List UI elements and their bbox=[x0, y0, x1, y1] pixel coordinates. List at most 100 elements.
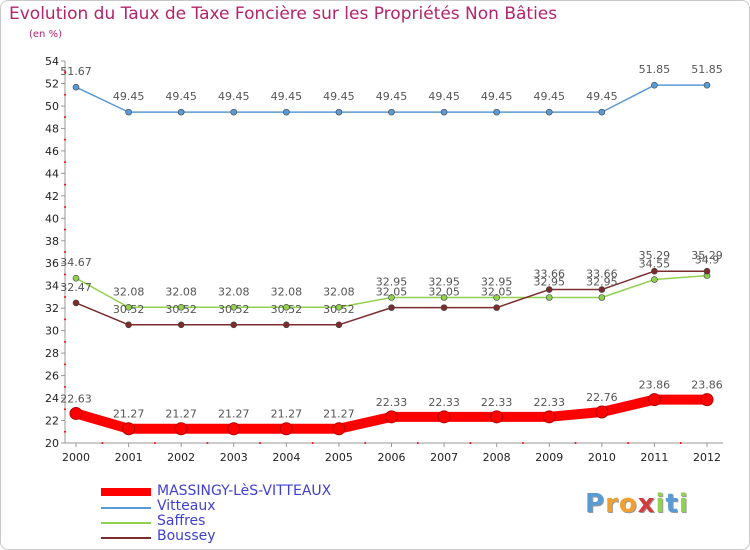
data-point bbox=[72, 83, 80, 91]
data-label: 22.33 bbox=[534, 396, 566, 409]
data-point bbox=[437, 410, 451, 424]
data-label: 35.29 bbox=[639, 249, 671, 262]
logo-letter: t bbox=[665, 489, 679, 519]
data-point bbox=[177, 321, 185, 329]
x-minor-dot bbox=[259, 442, 262, 444]
x-tick-label: 2005 bbox=[325, 451, 353, 464]
y-minor-dot bbox=[64, 206, 66, 209]
data-point bbox=[651, 276, 658, 283]
x-tick-label: 2003 bbox=[220, 451, 248, 464]
y-minor-dot bbox=[64, 318, 66, 321]
data-point bbox=[335, 321, 343, 329]
legend-label-boussey: Boussey bbox=[157, 528, 216, 544]
x-minor-dot bbox=[469, 442, 472, 444]
logo-letter: i bbox=[655, 489, 666, 519]
data-label: 21.27 bbox=[113, 408, 145, 421]
logo-letter: P bbox=[585, 489, 606, 519]
data-label: 30.52 bbox=[218, 303, 250, 316]
data-label: 21.27 bbox=[271, 408, 303, 421]
data-point bbox=[647, 393, 661, 407]
y-tick-label: 46 bbox=[45, 145, 59, 158]
x-minor-dot bbox=[521, 442, 524, 444]
data-point bbox=[227, 422, 241, 436]
data-point bbox=[493, 294, 500, 301]
data-point bbox=[230, 321, 238, 329]
data-point bbox=[493, 304, 500, 311]
data-point bbox=[72, 299, 80, 307]
y-tick-label: 36 bbox=[45, 257, 59, 270]
data-label: 32.08 bbox=[323, 285, 355, 298]
y-minor-dot bbox=[64, 340, 66, 343]
data-label: 33.66 bbox=[534, 268, 566, 281]
y-minor-dot bbox=[64, 116, 66, 119]
data-label: 23.86 bbox=[639, 379, 671, 392]
y-tick-label: 48 bbox=[45, 122, 59, 135]
data-label: 49.45 bbox=[376, 90, 408, 103]
data-point bbox=[440, 304, 448, 311]
data-point bbox=[279, 422, 293, 436]
proxiti-logo: Proxiti bbox=[585, 489, 689, 519]
chart-title: Evolution du Taux de Taxe Foncière sur l… bbox=[9, 4, 558, 24]
data-point bbox=[283, 321, 290, 329]
x-minor-dot bbox=[627, 442, 630, 444]
data-label: 22.33 bbox=[376, 396, 408, 409]
y-tick-label: 38 bbox=[45, 235, 59, 248]
data-label: 21.27 bbox=[323, 408, 355, 421]
legend-label-massingy: MASSINGY-LèS-VITTEAUX bbox=[157, 483, 332, 499]
chart-axes: 20 22 24 26 28 30 32 34 36 38 40 42 44 46 48 50 52 54 2000… bbox=[45, 55, 723, 464]
y-tick-label: 24 bbox=[45, 392, 59, 405]
logo-letter: o bbox=[618, 489, 638, 519]
data-point bbox=[545, 108, 553, 116]
logo-letter: i bbox=[678, 489, 689, 519]
data-label: 49.45 bbox=[165, 90, 197, 103]
x-minor-dot bbox=[101, 442, 104, 444]
data-label: 30.52 bbox=[323, 303, 355, 316]
y-minor-dot bbox=[64, 228, 66, 231]
y-minor-dot bbox=[64, 430, 66, 433]
data-point bbox=[388, 304, 395, 311]
x-minor-dot bbox=[679, 442, 682, 444]
x-minor-dot bbox=[311, 442, 314, 444]
legend-swatch-boussey bbox=[101, 537, 151, 539]
series-lines bbox=[69, 81, 714, 436]
data-label: 49.45 bbox=[481, 90, 513, 103]
data-point bbox=[651, 81, 658, 89]
y-minor-dot bbox=[64, 161, 66, 164]
data-label: 32.05 bbox=[428, 286, 460, 299]
data-label: 49.45 bbox=[113, 90, 145, 103]
data-label: 34.67 bbox=[60, 256, 92, 269]
data-label: 22.76 bbox=[586, 391, 618, 404]
data-point bbox=[545, 286, 553, 293]
data-point bbox=[440, 108, 448, 116]
data-label: 49.45 bbox=[586, 90, 618, 103]
y-tick-label: 34 bbox=[45, 280, 59, 293]
chart-subtitle: (en %) bbox=[29, 29, 62, 40]
data-label: 32.05 bbox=[481, 286, 513, 299]
data-point bbox=[598, 286, 606, 293]
y-minor-dot bbox=[64, 408, 66, 411]
y-minor-dot bbox=[64, 251, 66, 253]
data-point bbox=[385, 410, 398, 424]
data-label: 51.85 bbox=[639, 63, 671, 76]
data-point bbox=[69, 406, 83, 420]
data-point bbox=[283, 108, 290, 116]
x-tick-label: 2001 bbox=[115, 451, 143, 464]
y-minor-dot bbox=[64, 363, 66, 366]
data-point bbox=[177, 303, 185, 311]
logo-letter: r bbox=[605, 489, 619, 519]
data-label: 21.27 bbox=[165, 408, 197, 421]
data-label: 30.52 bbox=[165, 303, 197, 316]
data-label: 51.85 bbox=[691, 63, 723, 76]
y-tick-label: 52 bbox=[45, 77, 59, 90]
data-point bbox=[598, 294, 606, 301]
y-tick-label: 54 bbox=[45, 55, 59, 68]
data-point bbox=[440, 294, 448, 301]
data-label: 49.45 bbox=[428, 90, 460, 103]
data-label: 49.45 bbox=[323, 90, 355, 103]
data-point bbox=[598, 108, 606, 116]
x-tick-label: 2009 bbox=[535, 451, 563, 464]
data-label: 30.52 bbox=[113, 303, 145, 316]
data-label: 32.08 bbox=[218, 285, 250, 298]
x-tick-label: 2002 bbox=[167, 451, 195, 464]
